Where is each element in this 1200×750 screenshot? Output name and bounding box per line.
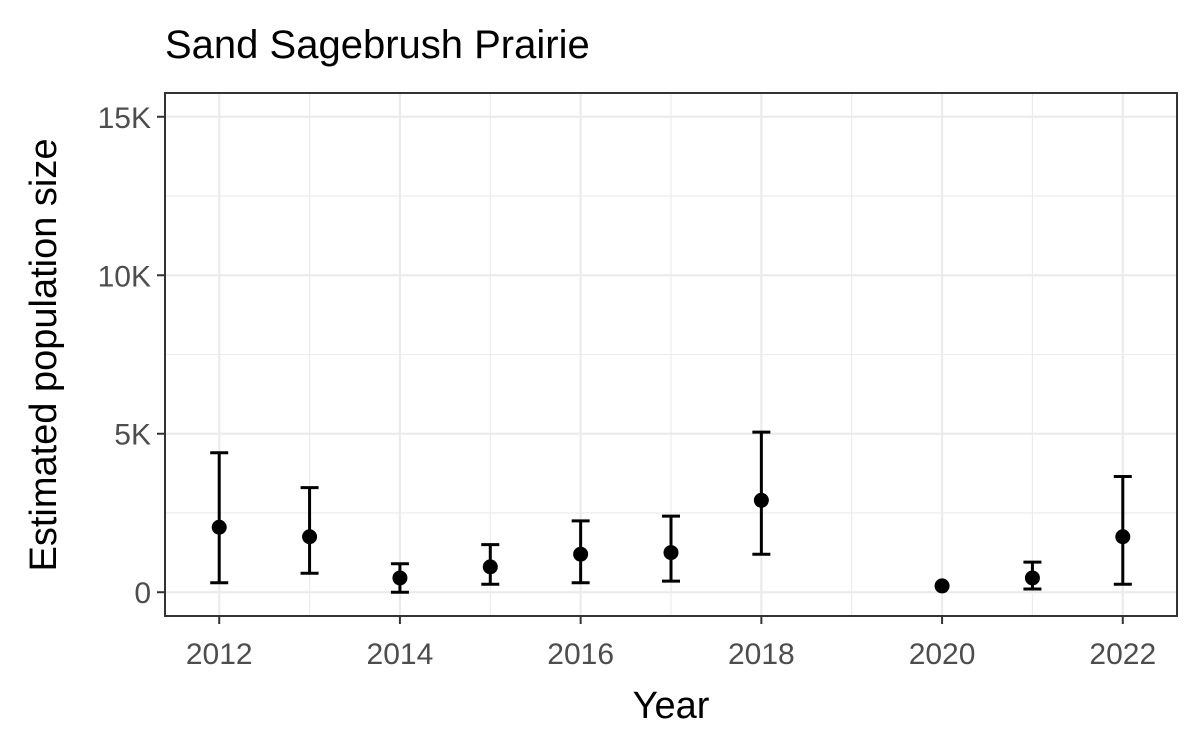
x-tick-label: 2016: [547, 638, 614, 671]
y-axis-title: Estimated population size: [23, 138, 65, 571]
x-tick-label: 2014: [367, 638, 434, 671]
y-tick-label: 5K: [114, 419, 151, 452]
data-point: [392, 570, 408, 586]
y-tick-label: 15K: [98, 102, 151, 135]
x-tick-label: 2012: [186, 638, 253, 671]
data-point: [482, 559, 498, 575]
data-point: [211, 519, 227, 535]
x-axis-title: Year: [633, 685, 710, 727]
data-layer: [210, 430, 1132, 594]
y-tick-label: 0: [134, 577, 151, 610]
data-point: [753, 492, 769, 508]
data-point: [1024, 570, 1040, 586]
x-tick-label: 2022: [1089, 638, 1156, 671]
axis-layer: 2012 2014 2016 2018 2020 2022 0 5K 10K 15K: [98, 102, 1157, 671]
y-tick-label: 10K: [98, 260, 151, 293]
chart-title: Sand Sagebrush Prairie: [165, 23, 590, 67]
data-point: [302, 529, 318, 545]
data-point: [663, 545, 679, 561]
data-point: [573, 546, 589, 562]
data-point: [1115, 529, 1131, 545]
x-tick-label: 2020: [909, 638, 976, 671]
panel-border: [164, 92, 1178, 617]
data-point: [934, 578, 950, 594]
x-tick-label: 2018: [728, 638, 795, 671]
